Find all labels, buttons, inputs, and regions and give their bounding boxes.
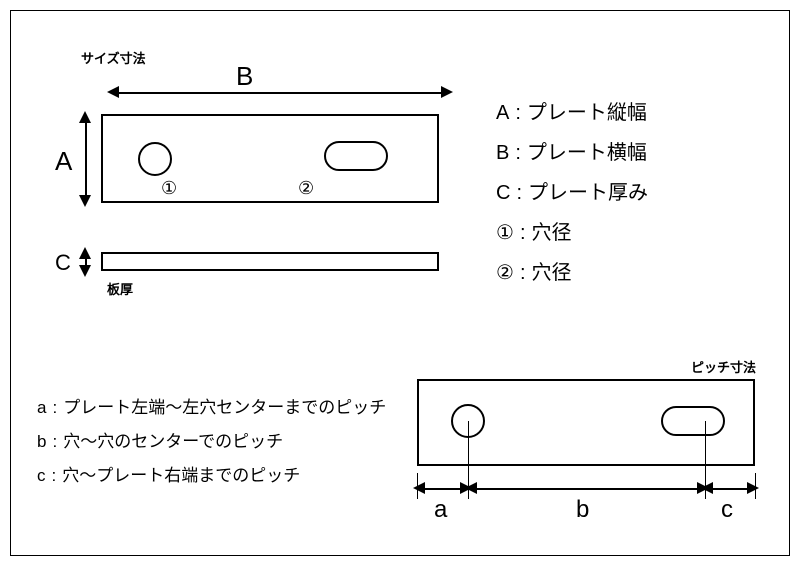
- dim-label-C: C: [55, 250, 71, 276]
- def-text: 穴～穴のセンターでのピッチ: [63, 425, 283, 459]
- def-row: C : プレート厚み: [496, 173, 648, 213]
- def-sep: :: [520, 213, 526, 253]
- top-plate-hole-2: [324, 141, 388, 171]
- def-row: a : プレート左端～左穴センターまでのピッチ: [37, 391, 386, 425]
- def-text: プレート縦幅: [527, 93, 647, 133]
- definitions-left: a : プレート左端～左穴センターまでのピッチ b : 穴～穴のセンターでのピッ…: [37, 391, 386, 493]
- dim-label-A: A: [55, 146, 72, 177]
- def-key: a: [37, 391, 46, 425]
- def-row: ① : 穴径: [496, 213, 648, 253]
- def-row: A : プレート縦幅: [496, 93, 648, 133]
- diagram-frame: サイズ寸法 B A ① ② C 板厚 A : プレート縦幅 B :: [10, 10, 790, 556]
- definitions-right: A : プレート縦幅 B : プレート横幅 C : プレート厚み ① : 穴径 …: [496, 93, 648, 293]
- def-text: プレート厚み: [528, 173, 648, 213]
- dim-label-B: B: [236, 61, 253, 92]
- def-sep: :: [52, 391, 57, 425]
- def-text: 穴径: [532, 213, 572, 253]
- pitch-title: ピッチ寸法: [691, 357, 756, 376]
- def-row: B : プレート横幅: [496, 133, 648, 173]
- def-sep: :: [520, 253, 526, 293]
- def-row: ② : 穴径: [496, 253, 648, 293]
- def-key: ②: [496, 253, 514, 293]
- hole-label-2: ②: [298, 178, 314, 199]
- size-title: サイズ寸法: [81, 48, 146, 67]
- def-sep: :: [52, 425, 57, 459]
- def-key: b: [37, 425, 46, 459]
- def-key: B: [496, 133, 509, 173]
- top-plate-hole-1: [138, 142, 172, 176]
- def-row: c : 穴～プレート右端までのピッチ: [37, 459, 386, 493]
- dim-label-a: a: [434, 496, 447, 524]
- def-row: b : 穴～穴のセンターでのピッチ: [37, 425, 386, 459]
- def-sep: :: [516, 173, 522, 213]
- hole1-centerline: [468, 421, 469, 479]
- hole-label-1: ①: [161, 178, 177, 199]
- thickness-rect: [101, 252, 439, 271]
- def-sep: :: [515, 133, 521, 173]
- def-key: A: [496, 93, 509, 133]
- def-key: ①: [496, 213, 514, 253]
- def-key: c: [37, 459, 46, 493]
- def-key: C: [496, 173, 510, 213]
- bottom-plate-hole-2: [661, 406, 725, 436]
- dim-label-c: c: [721, 496, 733, 524]
- def-text: プレート左端～左穴センターまでのピッチ: [63, 391, 386, 425]
- def-sep: :: [515, 93, 521, 133]
- def-sep: :: [52, 459, 57, 493]
- thickness-title: 板厚: [107, 279, 133, 298]
- def-text: 穴～プレート右端までのピッチ: [62, 459, 300, 493]
- def-text: 穴径: [532, 253, 572, 293]
- dim-label-b: b: [576, 496, 589, 524]
- hole2-centerline: [705, 421, 706, 479]
- def-text: プレート横幅: [527, 133, 647, 173]
